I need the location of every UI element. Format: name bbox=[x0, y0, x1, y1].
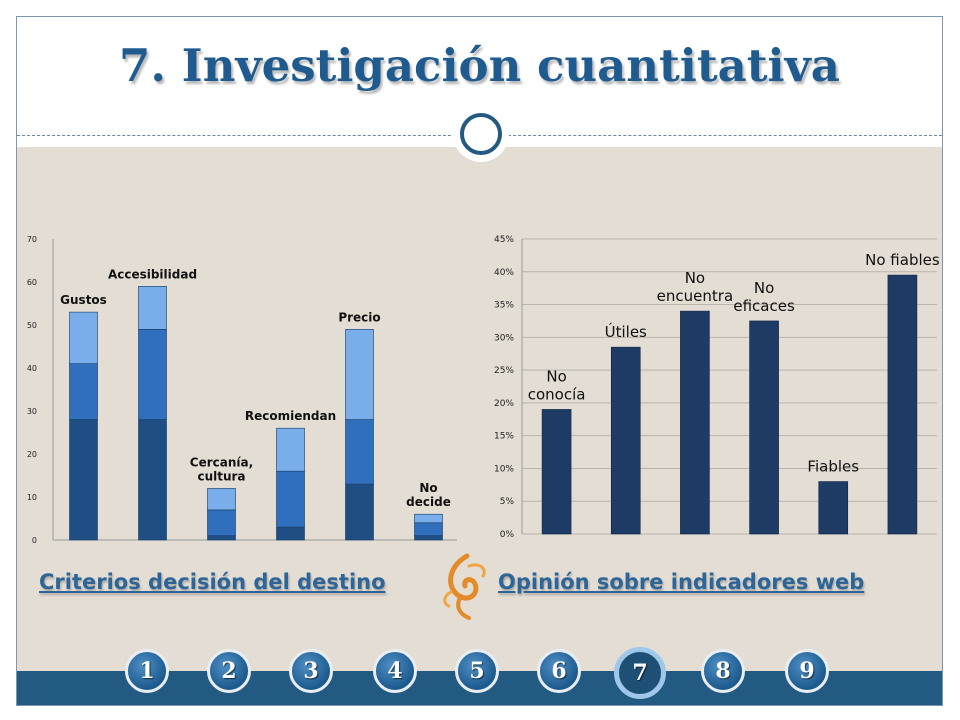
y-tick-label: 0% bbox=[500, 530, 515, 540]
slide-frame: 7. Investigación cuantitativa 0 10 20 30 40 5… bbox=[16, 16, 943, 706]
slide-title: 7. Investigación cuantitativa bbox=[119, 39, 840, 92]
bar-label: Cercanía, bbox=[190, 455, 253, 469]
nav-button-3[interactable]: 3 bbox=[289, 649, 333, 693]
divider-ring-icon bbox=[453, 106, 509, 162]
y-tick-label: 40 bbox=[27, 364, 37, 373]
nav-button-4[interactable]: 4 bbox=[373, 649, 417, 693]
bar-label: decide bbox=[406, 495, 451, 509]
bar-segment bbox=[276, 526, 305, 541]
fleur-icon bbox=[443, 553, 486, 620]
bar-segment bbox=[138, 329, 167, 420]
nav-button-2[interactable]: 2 bbox=[207, 649, 251, 693]
bar-segment bbox=[207, 509, 236, 536]
bar-label: No bbox=[419, 481, 437, 495]
y-tick-label: 10% bbox=[494, 464, 514, 474]
bar-segment bbox=[207, 488, 236, 511]
bar-segment bbox=[207, 535, 236, 541]
bar-label: encuentra bbox=[657, 287, 733, 305]
bar bbox=[680, 310, 710, 535]
y-tick-label: 30 bbox=[27, 407, 37, 416]
nav-button-8[interactable]: 8 bbox=[701, 649, 745, 693]
y-tick-label: 20 bbox=[27, 450, 37, 459]
y-tick-label: 20% bbox=[494, 399, 514, 409]
nav-button-6[interactable]: 6 bbox=[537, 649, 581, 693]
caption-left: Criterios decisión del destino bbox=[39, 570, 386, 594]
y-tick-label: 15% bbox=[494, 432, 514, 442]
bar bbox=[887, 274, 918, 535]
y-tick-label: 40% bbox=[494, 268, 514, 278]
bar-segment bbox=[414, 522, 443, 536]
y-tick-label: 5% bbox=[500, 497, 515, 507]
nav-button-5[interactable]: 5 bbox=[455, 649, 499, 693]
bar-segment bbox=[138, 286, 167, 330]
bar-segment bbox=[276, 470, 305, 528]
web-indicators-chart: 0%5%10%15%20%25%30%35%40%45%NoconocíaÚti… bbox=[494, 235, 940, 540]
bar-segment bbox=[276, 427, 305, 472]
nav-button-1[interactable]: 1 bbox=[125, 649, 169, 693]
bar bbox=[541, 409, 572, 535]
bar bbox=[818, 481, 849, 535]
bar-label: eficaces bbox=[733, 297, 795, 315]
bar-segment bbox=[345, 419, 374, 485]
y-tick-label: 45% bbox=[494, 235, 514, 245]
nav-button-7[interactable]: 7 bbox=[614, 647, 666, 699]
bar-label: No bbox=[685, 269, 705, 287]
y-tick-label: 60 bbox=[27, 278, 37, 287]
bar-label: Gustos bbox=[60, 293, 107, 307]
bar-label: No fiables bbox=[865, 251, 940, 269]
y-tick-label: 30% bbox=[494, 333, 514, 343]
caption-right: Opinión sobre indicadores web bbox=[498, 570, 865, 594]
bar bbox=[749, 320, 779, 535]
bar-label: No bbox=[754, 279, 774, 297]
y-tick-label: 70 bbox=[27, 235, 37, 244]
y-tick-label: 25% bbox=[494, 366, 514, 376]
bar-label: Útiles bbox=[605, 322, 647, 341]
bar-segment bbox=[69, 363, 98, 420]
bar-segment bbox=[414, 535, 443, 541]
y-tick-label: 0 bbox=[32, 536, 37, 545]
bar-segment bbox=[414, 513, 443, 524]
content-area bbox=[17, 147, 942, 671]
bar-label: Recomiendan bbox=[245, 409, 336, 423]
nav-button-9[interactable]: 9 bbox=[785, 649, 829, 693]
bar bbox=[610, 346, 641, 535]
bar-segment bbox=[69, 311, 98, 364]
bar-label: Precio bbox=[338, 310, 380, 324]
bar-label: Fiables bbox=[807, 458, 859, 476]
y-tick-label: 50 bbox=[27, 321, 37, 330]
bar-segment bbox=[138, 419, 167, 541]
y-tick-label: 35% bbox=[494, 301, 514, 311]
bar-label: conocía bbox=[528, 385, 586, 403]
bar-segment bbox=[345, 329, 374, 420]
bar-segment bbox=[69, 419, 98, 541]
bar-segment bbox=[345, 483, 374, 541]
bar-label: cultura bbox=[197, 469, 245, 483]
y-tick-label: 10 bbox=[27, 493, 37, 502]
bar-label: Accesibilidad bbox=[108, 267, 197, 281]
bar-label: No bbox=[546, 367, 566, 385]
